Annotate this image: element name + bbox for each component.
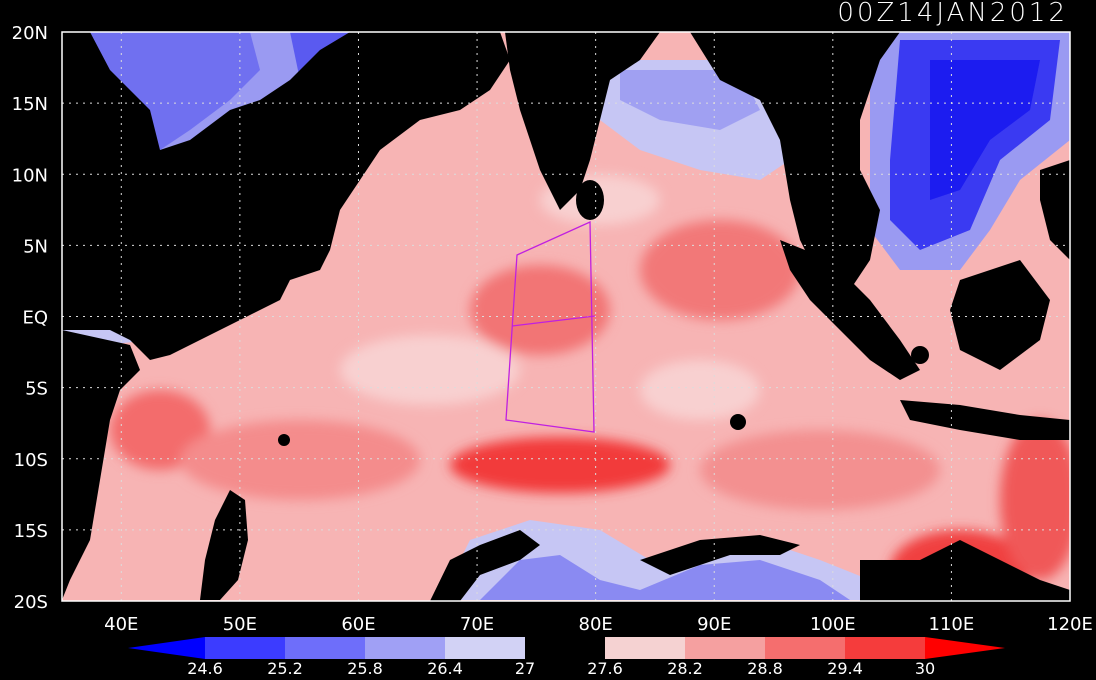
lon-tick-label: 110E — [929, 614, 975, 635]
colorbar-label: 28.2 — [667, 659, 703, 678]
colorbar-segment — [765, 637, 846, 659]
colorbar-label: 28.8 — [747, 659, 783, 678]
lon-tick-label: 60E — [341, 614, 375, 635]
lon-tick-label: 40E — [104, 614, 138, 635]
land — [62, 32, 1070, 601]
colorbar-segment — [205, 637, 286, 659]
colorbar-arrow-low — [128, 637, 205, 659]
lat-tick-label: 10N — [12, 165, 48, 186]
lat-tick-label: 10S — [14, 450, 48, 471]
lat-tick-label: 15S — [14, 521, 48, 542]
lat-tick-label: EQ — [22, 308, 48, 329]
lat-tick-label: 20N — [12, 23, 48, 44]
colorbar-label: 24.6 — [187, 659, 223, 678]
colorbar-segment — [605, 637, 686, 659]
sst-field — [62, 32, 1070, 601]
lon-tick-label: 80E — [579, 614, 613, 635]
grid-lines — [62, 32, 1070, 601]
lon-tick-label: 100E — [810, 614, 856, 635]
colorbar-label: 30 — [915, 659, 935, 678]
lon-tick-labels: 40E 50E 60E 70E 80E 90E 100E 110E 120E — [104, 614, 1093, 635]
colorbar-label: 29.4 — [827, 659, 863, 678]
map-title: 00Z14JAN2012 — [837, 0, 1068, 28]
colorbar-label: 25.2 — [267, 659, 303, 678]
lat-tick-label: 20S — [14, 592, 48, 613]
lat-tick-label: 15N — [12, 94, 48, 115]
lon-tick-label: 120E — [1047, 614, 1093, 635]
lon-tick-label: 90E — [697, 614, 731, 635]
colorbar-segment — [445, 637, 526, 659]
lat-tick-label: 5S — [25, 379, 48, 400]
colorbar-label: 26.4 — [427, 659, 463, 678]
colorbar: 24.6 25.2 25.8 26.4 27 27.6 28.2 28.8 29.4 30 — [128, 637, 1005, 678]
colorbar-segment — [525, 637, 606, 659]
lat-tick-label: 5N — [23, 236, 48, 257]
region-outline — [505, 221, 596, 433]
lat-tick-labels: 20N 15N 10N 5N EQ 5S 10S 15S 20S — [12, 23, 48, 613]
colorbar-segment — [845, 637, 926, 659]
colorbar-arrow-high — [925, 637, 1005, 659]
colorbar-segment — [285, 637, 366, 659]
colorbar-segment — [365, 637, 446, 659]
lon-tick-label: 70E — [460, 614, 494, 635]
lon-tick-label: 50E — [223, 614, 257, 635]
colorbar-label: 27.6 — [587, 659, 623, 678]
colorbar-label: 25.8 — [347, 659, 383, 678]
map-frame — [61, 31, 1071, 602]
colorbar-label: 27 — [515, 659, 535, 678]
colorbar-segment — [685, 637, 766, 659]
